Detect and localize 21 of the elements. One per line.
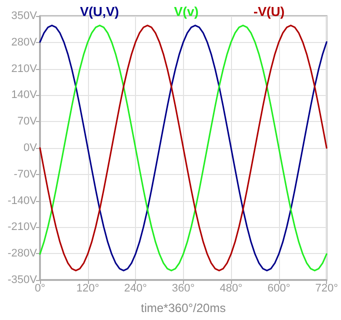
y-tick-label: -210V — [8, 221, 38, 234]
x-tick-label: 600° — [267, 282, 290, 294]
y-tick-label: 280V — [11, 36, 38, 48]
line-series — [39, 24, 328, 272]
x-tick-label: 240° — [124, 282, 147, 294]
y-tick-label: 210V — [11, 62, 38, 75]
y-tick-label: -280V — [8, 248, 38, 260]
y-tick-label: 70V — [17, 116, 38, 128]
x-tick-label: 480° — [220, 282, 242, 294]
series-label: V(U,V) — [80, 4, 119, 19]
x-tick-label: 360° — [172, 282, 195, 294]
text: V(v) — [174, 4, 199, 19]
x-tick-label: 120° — [76, 282, 100, 294]
y-tick-label: 140V — [11, 89, 38, 102]
series-label: -V(U) — [254, 4, 285, 19]
y-tick-label: 350V — [11, 10, 38, 22]
x-axis-title: time*360°/20ms — [140, 301, 226, 315]
y-tick-label: -70V — [14, 168, 38, 180]
x-tick-label: 720° — [315, 282, 338, 294]
y-tick-label: 0V — [24, 142, 38, 154]
y-tick-label: -140V — [8, 194, 38, 207]
